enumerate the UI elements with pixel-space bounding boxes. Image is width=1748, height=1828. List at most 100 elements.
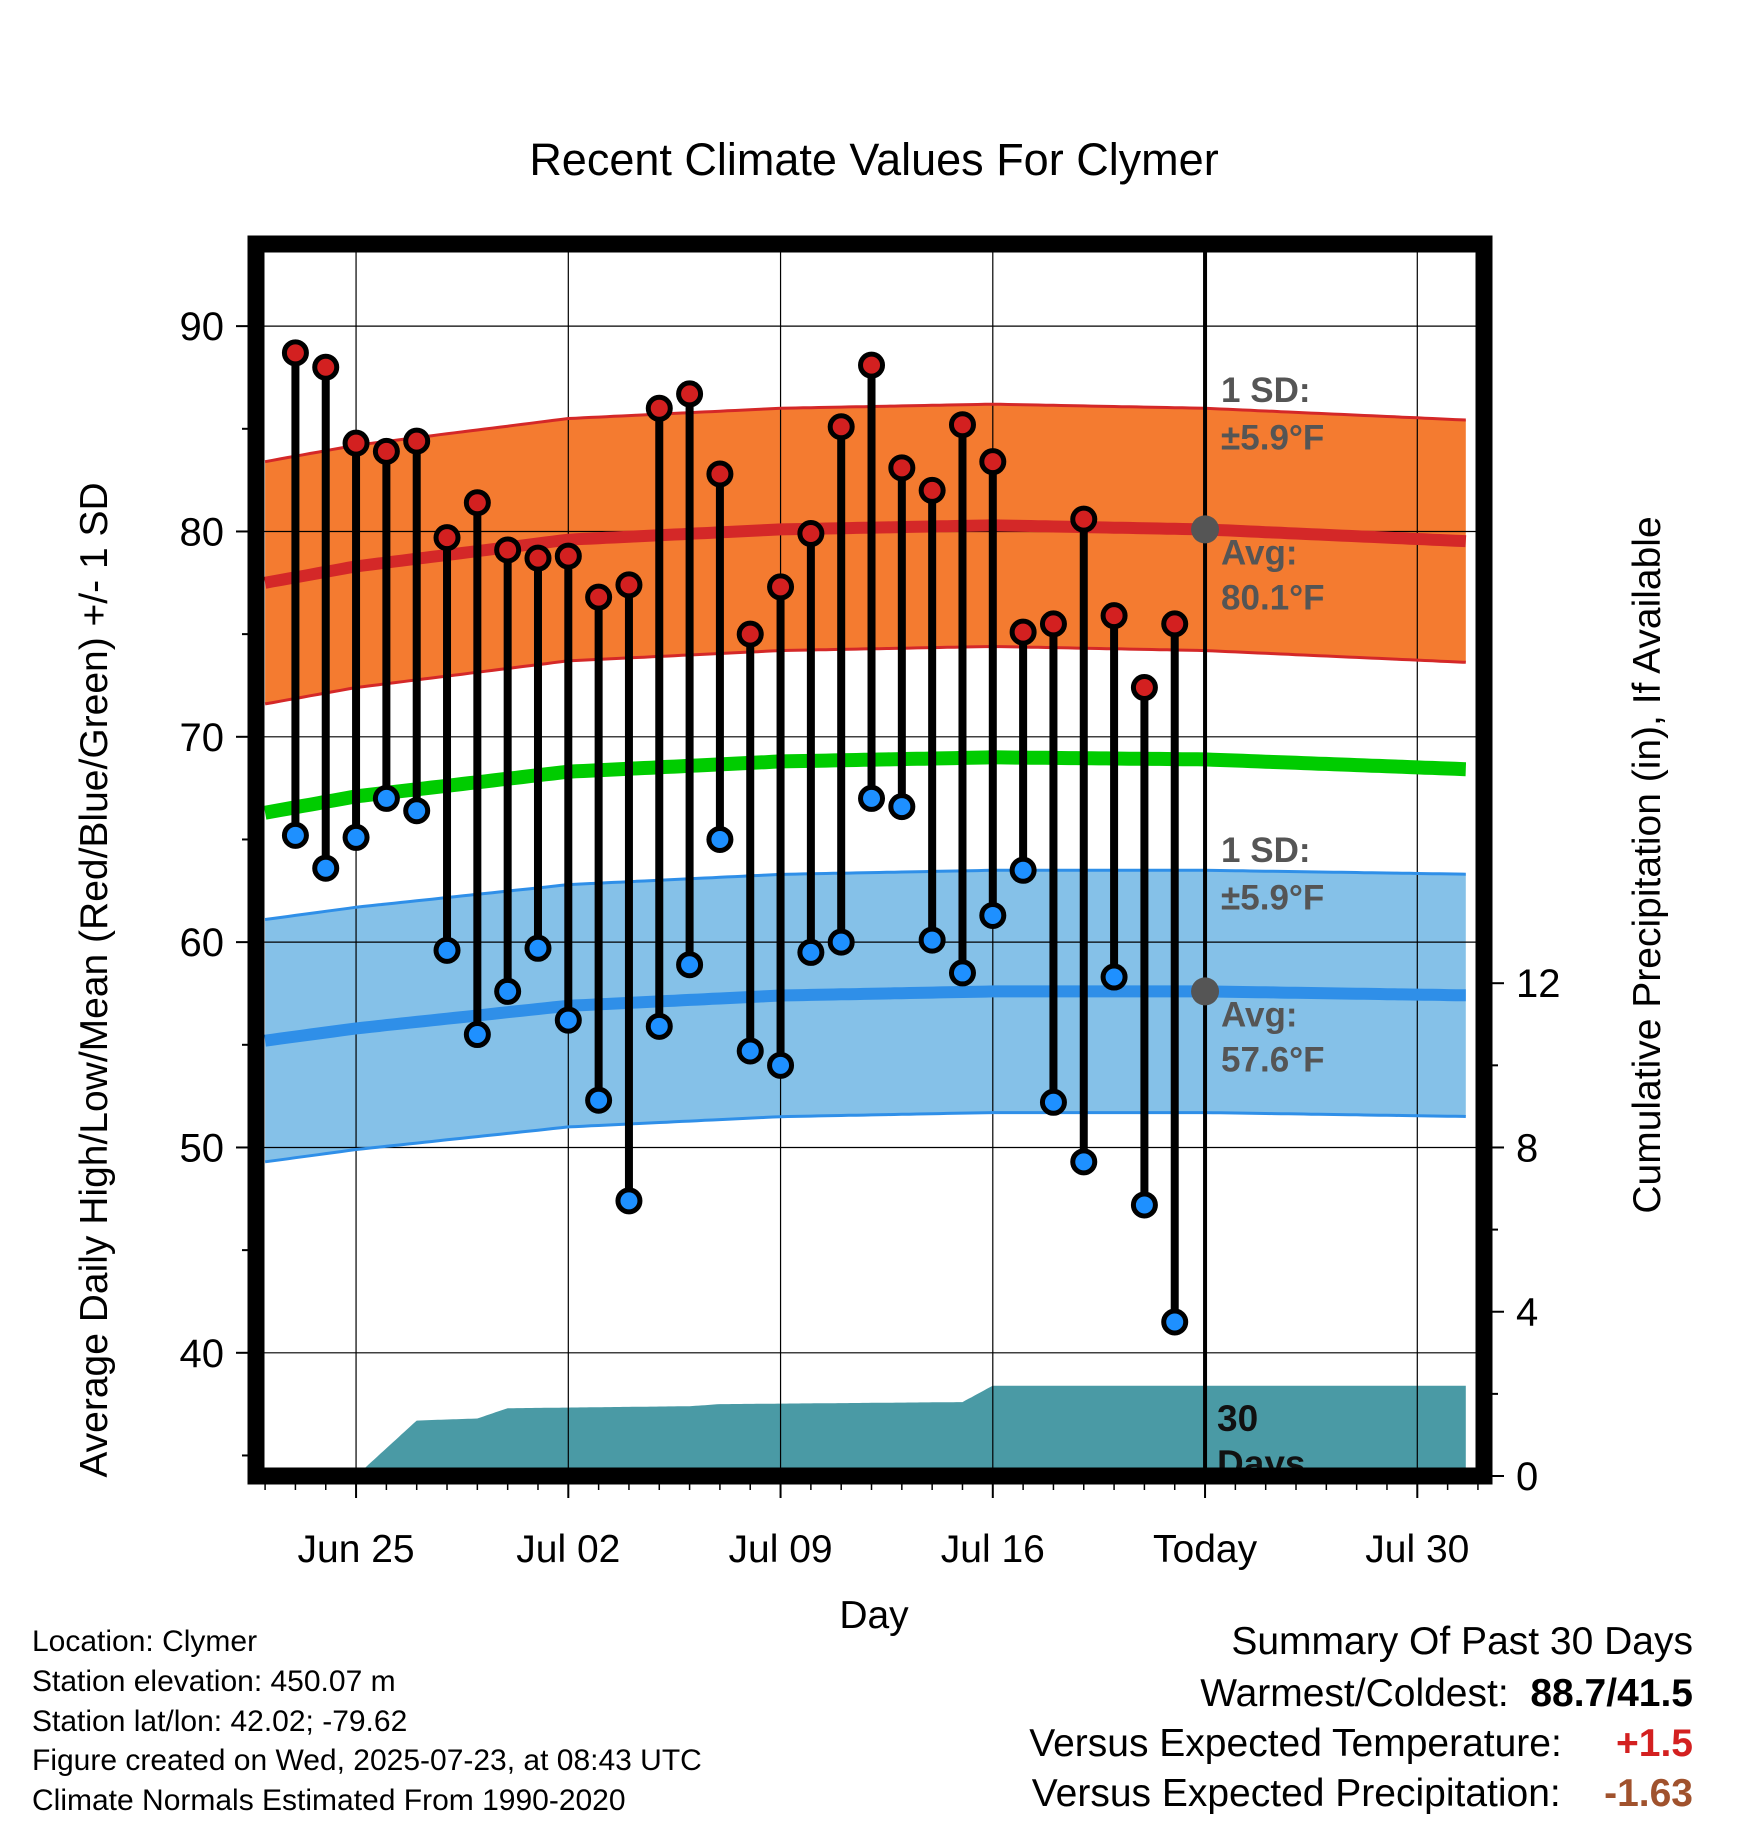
footer-normals: Climate Normals Estimated From 1990-2020 xyxy=(32,1784,626,1817)
daily-high-point xyxy=(888,454,916,482)
daily-high-point xyxy=(979,448,1007,476)
daily-high-point xyxy=(342,429,370,457)
daily-high-point xyxy=(615,571,643,599)
low-avg-marker xyxy=(1191,977,1220,1006)
daily-high-point xyxy=(1070,505,1098,533)
daily-high-point xyxy=(524,544,552,572)
summary-temperature: Versus Expected Temperature: +1.5 xyxy=(1029,1722,1693,1766)
y-tick-label: 60 xyxy=(180,921,225,965)
daily-high-point xyxy=(918,476,946,504)
daily-low-point xyxy=(1161,1308,1189,1336)
daily-high-point xyxy=(463,489,491,517)
daily-low-point xyxy=(797,938,825,966)
daily-low-point xyxy=(1130,1191,1158,1219)
y-tick-label: 70 xyxy=(180,716,225,760)
daily-high-point xyxy=(585,583,613,611)
daily-low-point xyxy=(858,784,886,812)
y2-tick-label: 0 xyxy=(1516,1455,1538,1499)
y2-tick-label: 4 xyxy=(1516,1291,1538,1335)
summary-temp-label: Versus Expected Temperature: xyxy=(1029,1722,1562,1765)
precip-area xyxy=(356,1385,1466,1476)
daily-high-point xyxy=(706,460,734,488)
daily-low-point xyxy=(1070,1148,1098,1176)
daily-low-point xyxy=(615,1187,643,1215)
daily-low-point xyxy=(645,1012,673,1040)
summary-warm-cold-label: Warmest/Coldest: xyxy=(1200,1672,1509,1715)
y2-tick-label: 12 xyxy=(1516,962,1561,1006)
daily-low-point xyxy=(312,854,340,882)
daily-high-point xyxy=(281,339,309,367)
daily-low-point xyxy=(979,901,1007,929)
daily-high-point xyxy=(645,394,673,422)
y-tick-label: 50 xyxy=(180,1126,225,1170)
daily-low-point xyxy=(585,1086,613,1114)
daily-low-point xyxy=(888,793,916,821)
daily-high-point xyxy=(797,520,825,548)
y-axis-label: Average Daily High/Low/Mean (Red/Blue/Gr… xyxy=(73,482,116,1477)
summary-warm-cold: Warmest/Coldest: 88.7/41.5 xyxy=(1200,1672,1693,1716)
daily-low-point xyxy=(494,977,522,1005)
low-avg-label: Avg: xyxy=(1221,995,1297,1034)
x-tick-label: Jul 30 xyxy=(1365,1528,1469,1571)
summary-precip-label: Versus Expected Precipitation: xyxy=(1031,1772,1561,1815)
daily-low-point xyxy=(1039,1088,1067,1116)
daily-low-point xyxy=(342,823,370,851)
daily-low-point xyxy=(827,928,855,956)
daily-high-point xyxy=(827,413,855,441)
high-sd-label: 1 SD: xyxy=(1221,371,1310,410)
y-tick-label: 80 xyxy=(180,510,225,554)
daily-high-point xyxy=(767,573,795,601)
high-avg-value: 80.1°F xyxy=(1221,578,1325,617)
daily-low-point xyxy=(918,926,946,954)
daily-high-point xyxy=(403,427,431,455)
daily-low-point xyxy=(706,825,734,853)
footer-location: Location: Clymer xyxy=(32,1625,258,1658)
daily-low-point xyxy=(403,797,431,825)
daily-high-point xyxy=(372,437,400,465)
x-tick-label: Jul 09 xyxy=(729,1528,833,1571)
low-sd-label: 1 SD: xyxy=(1221,831,1310,870)
summary-precip-value: -1.63 xyxy=(1604,1772,1693,1815)
y2-tick-label: 8 xyxy=(1516,1126,1538,1170)
daily-high-point xyxy=(1161,610,1189,638)
daily-high-point xyxy=(1039,610,1067,638)
x-tick-label: Jul 02 xyxy=(516,1528,620,1571)
high-sd-value: ±5.9°F xyxy=(1221,418,1324,457)
daily-high-point xyxy=(948,411,976,439)
y-tick-label: 90 xyxy=(180,305,225,349)
low-avg-value: 57.6°F xyxy=(1221,1040,1325,1079)
high-avg-label: Avg: xyxy=(1221,533,1297,572)
low-sd-upper-edge xyxy=(264,868,1466,921)
plot-frame xyxy=(247,235,1493,1485)
plot-area: 1 SD: ±5.9°F Avg: 80.1°F 1 SD: ±5.9°F Avg: 57.6… xyxy=(256,244,1484,1476)
daily-low-point xyxy=(736,1037,764,1065)
days-count-label: 30 xyxy=(1217,1398,1258,1439)
y-tick-label: 40 xyxy=(180,1332,225,1376)
daily-high-point xyxy=(736,620,764,648)
summary-temp-value: +1.5 xyxy=(1616,1722,1693,1765)
y2-axis-label: Cumulative Precipitation (in), If Availa… xyxy=(1626,516,1669,1213)
summary-precipitation: Versus Expected Precipitation: -1.63 xyxy=(1032,1772,1693,1816)
daily-low-point xyxy=(524,934,552,962)
x-tick-label: Today xyxy=(1153,1528,1258,1571)
daily-low-point xyxy=(767,1051,795,1079)
daily-low-point xyxy=(372,784,400,812)
footer-latlon: Station lat/lon: 42.02; -79.62 xyxy=(32,1705,408,1738)
daily-low-point xyxy=(463,1021,491,1049)
summary-heading: Summary Of Past 30 Days xyxy=(1231,1620,1693,1663)
daily-high-point xyxy=(1130,674,1158,702)
daily-high-point xyxy=(554,542,582,570)
daily-high-point xyxy=(494,536,522,564)
x-axis-label: Day xyxy=(839,1594,909,1637)
daily-high-point xyxy=(858,351,886,379)
daily-high-point xyxy=(676,380,704,408)
daily-high-point xyxy=(312,353,340,381)
daily-low-point xyxy=(1009,856,1037,884)
chart-title: Recent Climate Values For Clymer xyxy=(529,134,1218,185)
daily-high-point xyxy=(433,524,461,552)
summary-warm-cold-value: 88.7/41.5 xyxy=(1530,1672,1693,1715)
daily-low-point xyxy=(948,959,976,987)
daily-low-point xyxy=(1100,963,1128,991)
x-tick-label: Jun 25 xyxy=(298,1528,415,1571)
